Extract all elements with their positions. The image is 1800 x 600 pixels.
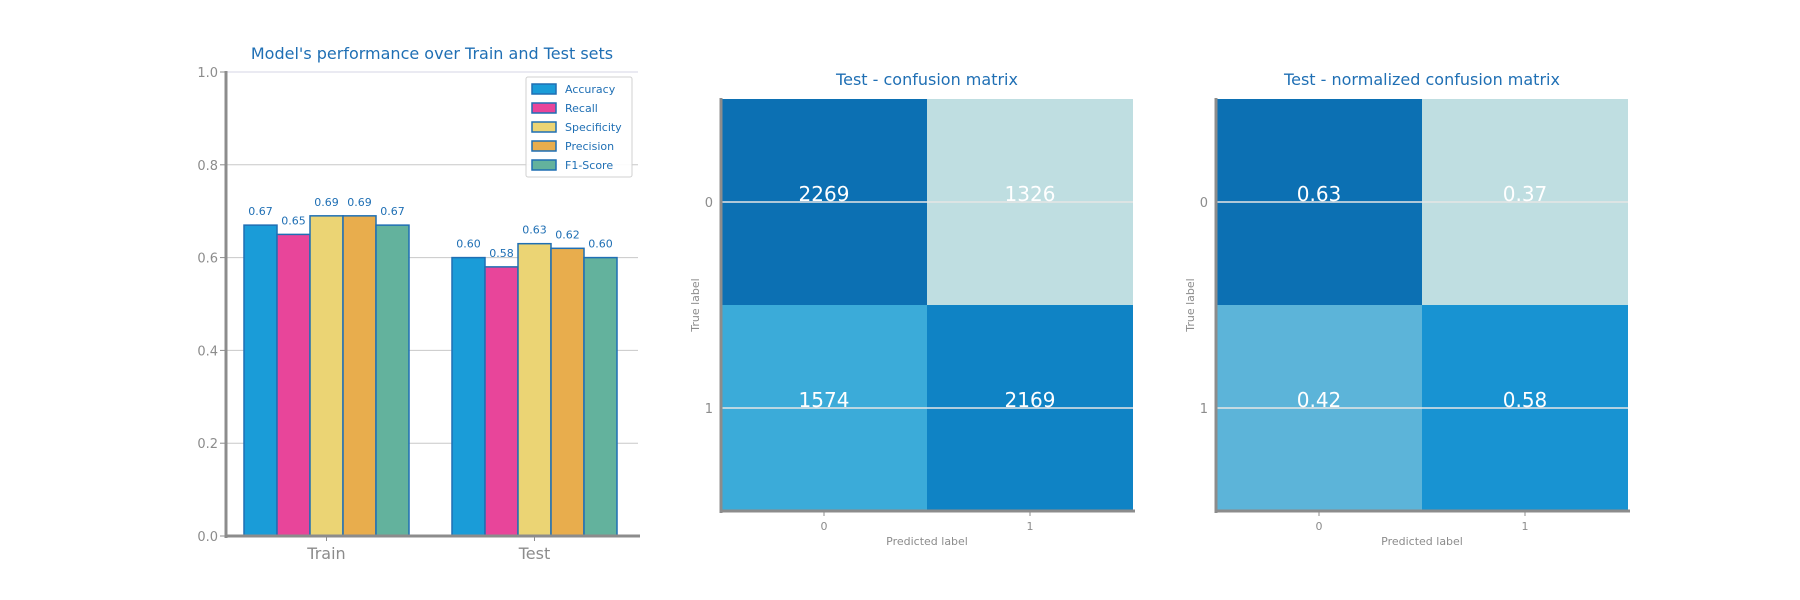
y-tick-label: 0 (1200, 196, 1208, 211)
bar-accuracy-test (451, 256, 486, 537)
bar-recall-train (276, 233, 311, 537)
cell-value: 1574 (799, 388, 850, 412)
data-label: 0.58 (489, 247, 514, 260)
legend-label: Specificity (565, 121, 622, 134)
y-tick-label: 0 (705, 196, 713, 211)
legend-label: F1-Score (565, 159, 613, 172)
bar-f1-score-test (583, 256, 618, 537)
data-label: 0.67 (380, 205, 405, 218)
legend: Accuracy Recall Specificity Precision F1-Sco… (525, 76, 633, 178)
data-label: 0.69 (314, 196, 339, 209)
cell-value: 0.42 (1297, 388, 1342, 412)
x-tick-label: 1 (1027, 520, 1034, 533)
legend-swatch-specificity (531, 121, 557, 133)
bar-precision-test (550, 247, 585, 537)
y-tick-label: 0.8 (197, 159, 218, 174)
legend-swatch-recall (531, 102, 557, 114)
y-tick-label: 1.0 (197, 66, 218, 81)
legend-swatch-accuracy (531, 83, 557, 95)
y-axis-label: True label (1184, 278, 1197, 332)
bar-f1-score-train (375, 224, 410, 537)
normalized-confusion-matrix-panel: Test - normalized confusion matrix 0.63 0.… (1184, 70, 1630, 548)
x-tick-label: 1 (1522, 520, 1529, 533)
bar-specificity-train (309, 215, 344, 537)
cell-value: 2269 (799, 182, 850, 206)
chart-title: Test - normalized confusion matrix (1283, 70, 1560, 89)
bar-accuracy-train (243, 224, 278, 537)
data-label: 0.69 (347, 196, 372, 209)
x-tick-label: 0 (821, 520, 828, 533)
cell-value: 0.58 (1503, 388, 1548, 412)
x-tick-label: Train (306, 544, 345, 563)
bar-chart-panel: Model's performance over Train and Test … (197, 44, 640, 563)
y-tick-label: 0.2 (197, 437, 218, 452)
cell-value: 2169 (1005, 388, 1056, 412)
x-axis-label: Predicted label (1381, 535, 1463, 548)
legend-box (525, 76, 633, 178)
confusion-matrix-panel: Test - confusion matrix 2269 1326 1574 2169 0… (689, 70, 1135, 548)
legend-swatch-precision (531, 140, 557, 152)
data-label: 0.60 (456, 238, 481, 251)
legend-label: Precision (565, 140, 614, 153)
x-tick-label: 0 (1316, 520, 1323, 533)
cell-value: 0.63 (1297, 182, 1342, 206)
data-label: 0.63 (522, 224, 547, 237)
data-label: 0.67 (248, 205, 273, 218)
x-tick-label: Test (518, 544, 551, 563)
cell-value: 0.37 (1503, 182, 1548, 206)
y-tick-label: 1 (1200, 402, 1208, 417)
cell-value: 1326 (1005, 182, 1056, 206)
bar-specificity-test (517, 242, 552, 537)
data-label: 0.60 (588, 238, 613, 251)
x-axis-label: Predicted label (886, 535, 968, 548)
bar-recall-test (484, 266, 519, 537)
y-axis-label: True label (689, 278, 702, 332)
data-label: 0.65 (281, 214, 306, 227)
y-tick-label: 0.6 (197, 252, 218, 267)
y-tick-label: 0.4 (197, 344, 218, 359)
legend-label: Recall (565, 102, 598, 115)
y-tick-label: 1 (705, 402, 713, 417)
chart-title: Model's performance over Train and Test … (251, 44, 613, 63)
chart-title: Test - confusion matrix (835, 70, 1018, 89)
legend-label: Accuracy (565, 83, 616, 96)
legend-swatch-f1-score (531, 159, 557, 171)
y-tick-label: 0.0 (197, 530, 218, 545)
bar-precision-train (342, 215, 377, 537)
data-label: 0.62 (555, 228, 580, 241)
